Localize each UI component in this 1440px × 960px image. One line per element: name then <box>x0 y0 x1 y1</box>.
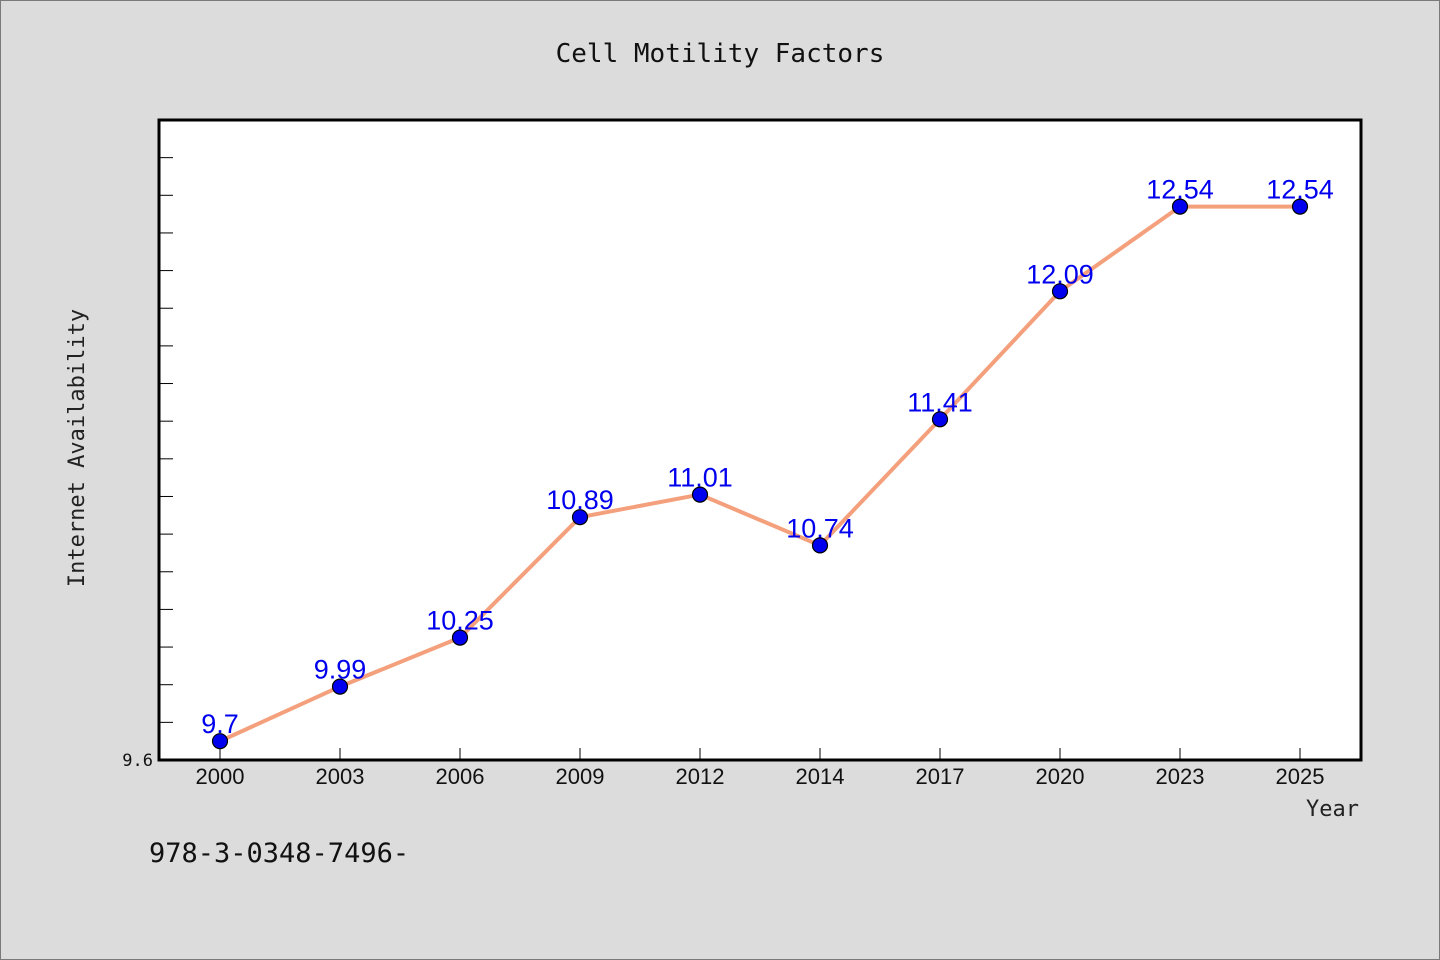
chart-title: Cell Motility Factors <box>556 39 885 69</box>
y-tick-label: 9.6 <box>122 751 153 771</box>
x-tick-label: 2025 <box>1276 764 1325 789</box>
y-axis-ticks: 9.6 <box>122 119 173 771</box>
series-line <box>218 204 1302 744</box>
data-point <box>331 678 349 695</box>
x-tick-label: 2003 <box>316 764 365 789</box>
x-axis-label: Year <box>1306 797 1359 822</box>
x-tick-label: 2014 <box>796 764 845 789</box>
x-tick-label: 2006 <box>436 764 485 789</box>
data-point <box>571 509 589 526</box>
x-axis-ticks: 2000 2003 2006 2009 2012 2014 2017 2020 2023 2025 <box>196 748 1325 789</box>
data-point <box>811 537 829 554</box>
y-axis-label: Internet Availability <box>65 309 90 587</box>
x-tick-label: 2023 <box>1156 764 1205 789</box>
data-point <box>931 411 949 428</box>
series-layer: 9.79.9910.2510.8911.0110.7411.4112.0912.… <box>201 175 1334 750</box>
data-point <box>691 486 709 503</box>
plot-area <box>157 118 1363 762</box>
x-tick-label: 2000 <box>196 764 245 789</box>
x-tick-label: 2009 <box>556 764 605 789</box>
x-tick-label: 2012 <box>676 764 725 789</box>
x-tick-label: 2017 <box>916 764 965 789</box>
data-point <box>211 733 229 750</box>
x-tick-label: 2020 <box>1036 764 1085 789</box>
footer-code: 978-3-0348-7496- <box>149 838 409 869</box>
data-point <box>1171 198 1189 215</box>
data-point <box>1051 283 1069 300</box>
data-point <box>451 629 469 646</box>
data-point <box>1291 198 1309 215</box>
